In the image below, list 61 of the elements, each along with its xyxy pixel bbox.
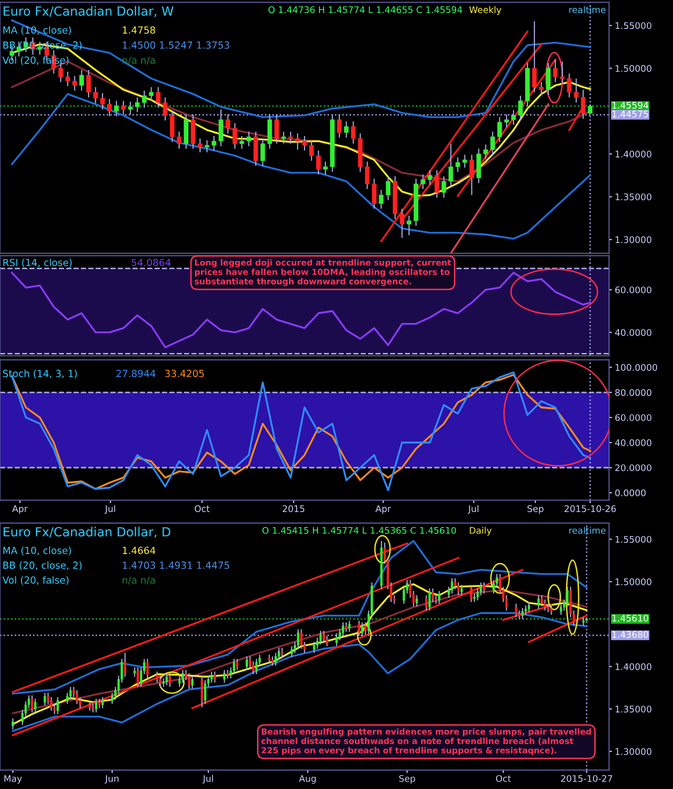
annotation: Weekly <box>469 6 502 15</box>
y-tick-label: 40.0000 <box>615 329 652 336</box>
annotation: n/a n/a <box>122 576 155 584</box>
annotation: realtime <box>569 6 606 14</box>
x-tick-label: Oct <box>194 505 210 512</box>
y-tick-label: 1.50000 <box>616 578 652 586</box>
annotation: O 1.45415 H 1.45774 L 1.45365 C 1.45610 <box>262 526 456 534</box>
y-tick-label: 20.0000 <box>615 464 652 472</box>
x-tick-label: Jul <box>468 505 478 514</box>
x-tick-label: Apr <box>12 505 28 514</box>
annotation: Long legged doji occured at trendline support, current prices have fallen below 10DMA, leading oscillators to substantiate through downward convergence. <box>194 259 452 286</box>
x-tick-label: 2015-10-27 <box>561 775 612 782</box>
annotation: BB (20, close, 2) <box>3 561 82 570</box>
annotation: n/a n/a <box>122 56 155 65</box>
annotation: 1.4500 1.5247 1.3753 <box>122 41 230 49</box>
annotation: realtime <box>569 526 606 534</box>
annotation: 33.4205 <box>165 370 204 378</box>
y-tick-label: 40.0000 <box>615 439 652 446</box>
ref-line-label: 1.44575 <box>612 110 648 118</box>
y-tick-label: 0.0000 <box>615 489 646 496</box>
annotation: 1.4664 <box>122 546 156 554</box>
x-tick-label: 2015-10-26 <box>564 505 616 512</box>
y-tick-label: 100.0000 <box>616 364 658 371</box>
x-tick-label: Jun <box>104 775 118 784</box>
x-tick-label: Jul <box>202 774 213 784</box>
annotation: Daily <box>470 526 492 536</box>
chart-title: Euro Fx/Canadian Dollar, W <box>4 6 174 18</box>
x-tick-label: Aug <box>298 775 316 784</box>
y-tick-label: 1.35000 <box>616 706 652 713</box>
annotation: 1.4703 1.4931 1.4475 <box>122 562 230 569</box>
y-tick-label: 1.50000 <box>616 65 652 72</box>
annotation: Bearish engulfing pattern evidences more price slumps, pair travelled channel distance southwads on a note of trendline breach (almost 225 pips on every breach of trendline supports & resistaqnce). <box>261 728 591 756</box>
ref-line-label: 1.43680 <box>612 631 648 638</box>
annotation: Vol (20, false) <box>2 576 69 585</box>
y-tick-label: 60.0000 <box>615 286 652 294</box>
y-tick-label: 1.30000 <box>616 236 652 244</box>
annotation: MA (10, close) <box>3 546 71 556</box>
y-tick-label: 1.30000 <box>616 748 652 755</box>
y-tick-label: 1.55000 <box>616 22 652 30</box>
x-tick-label: Sep <box>528 505 544 514</box>
x-tick-label: Sep <box>399 775 416 784</box>
annotation: O 1.44736 H 1.45774 L 1.44655 C 1.45594 <box>268 6 462 14</box>
annotation: 1.4758 <box>122 26 156 34</box>
annotation: 54.0864 <box>132 258 171 266</box>
x-tick-label: May <box>4 775 22 784</box>
y-tick-label: 1.35000 <box>616 193 652 200</box>
chart-title: RSI (14, close) <box>3 258 72 268</box>
chart-title: Euro Fx/Canadian Dollar, D <box>4 526 170 538</box>
x-tick-label: Apr <box>375 505 391 514</box>
text: Stoch (14, 3, 1) <box>3 370 77 378</box>
y-tick-label: 80.0000 <box>615 389 652 396</box>
y-tick-label: 60.0000 <box>615 414 652 422</box>
ref-line-label: 1.45594 <box>612 102 648 109</box>
y-tick-label: 1.40000 <box>616 663 652 670</box>
ref-line-label: 1.45610 <box>612 614 648 622</box>
x-tick-label: Oct <box>496 775 511 782</box>
x-tick-label: Jul <box>104 505 116 514</box>
y-tick-label: 1.40000 <box>616 150 652 158</box>
y-tick-label: 1.55000 <box>616 536 652 543</box>
annotation: 27.8944 <box>116 370 156 378</box>
x-tick-label: 2015 <box>282 505 304 512</box>
